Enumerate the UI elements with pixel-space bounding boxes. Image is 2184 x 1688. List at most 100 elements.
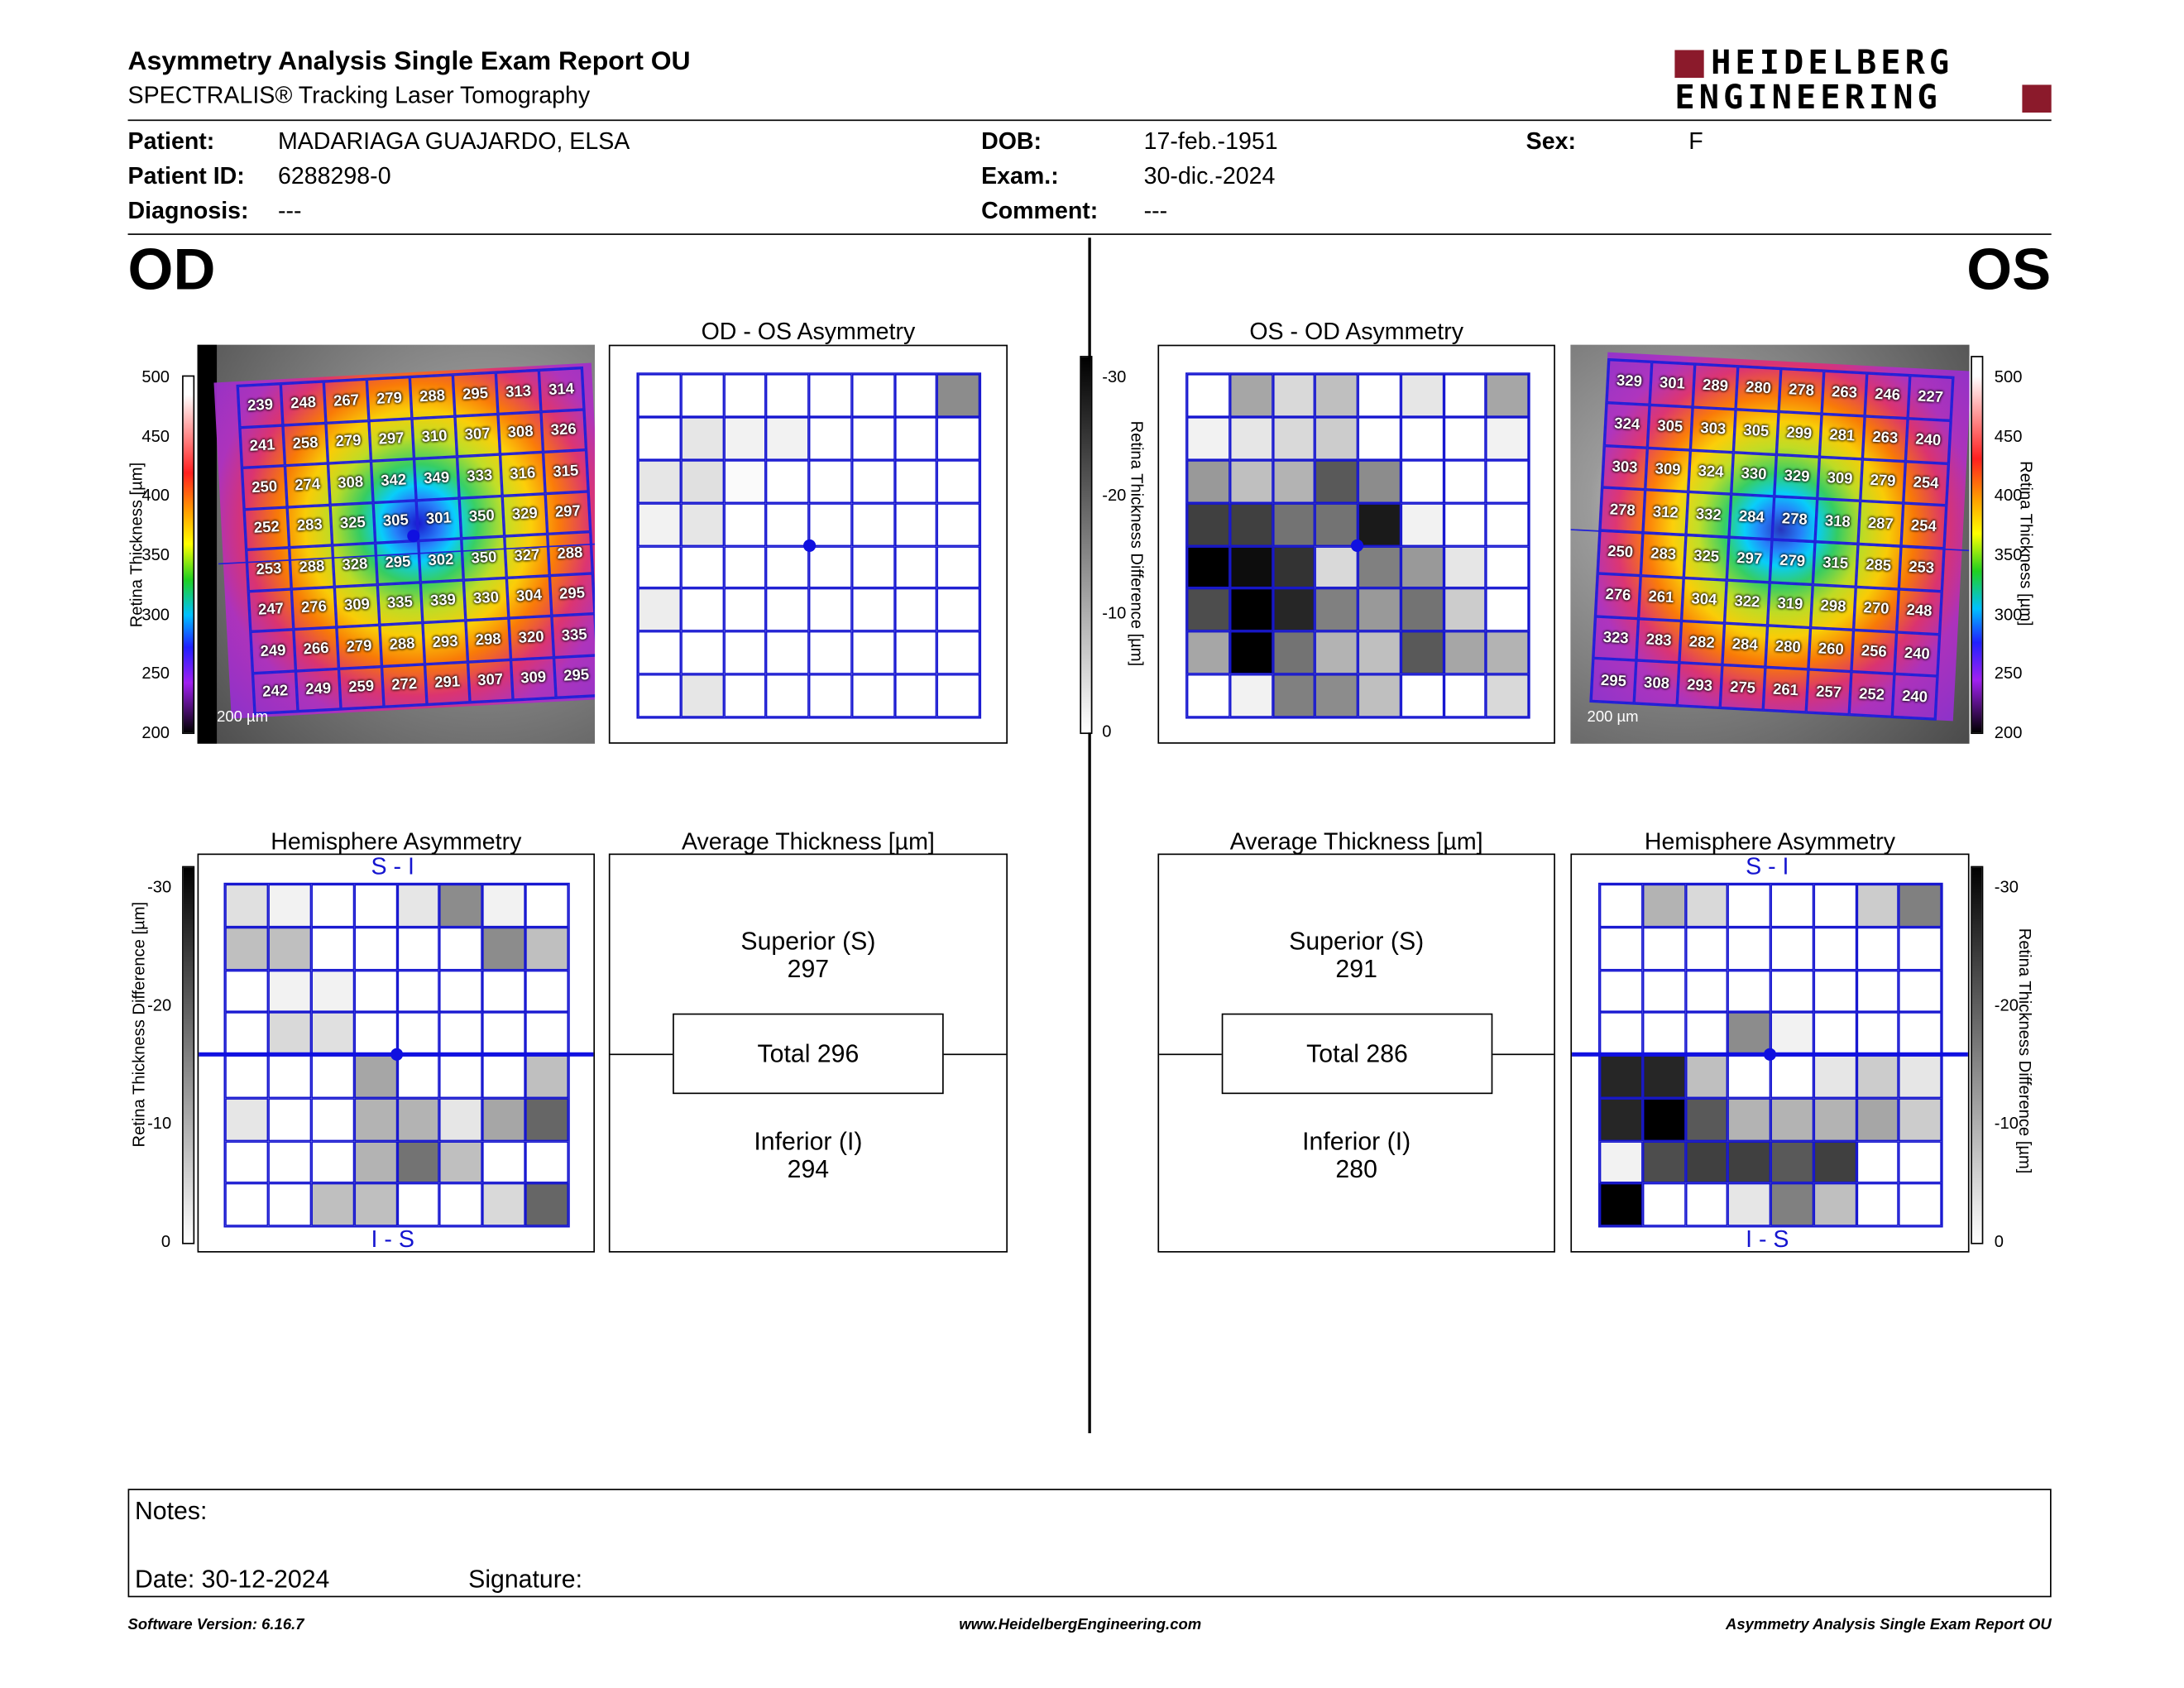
info-divider: [127, 233, 2052, 235]
od-hemi-cell: [353, 884, 397, 928]
os-hemi-cell: [1813, 1012, 1856, 1056]
comment-label: Comment:: [981, 197, 1099, 224]
os-thickness-cell: 257: [1806, 669, 1851, 715]
od-asym-cell: [808, 588, 852, 632]
tick-450: 450: [141, 426, 170, 447]
od-thickness-cell: 279: [366, 376, 412, 420]
os-hemi-title: Hemisphere Asymmetry: [1644, 828, 1896, 856]
od-hemi-cell: [525, 969, 569, 1013]
od-hemi-panel: S - I I - S: [197, 853, 596, 1253]
od-thickness-cell: 350: [461, 536, 507, 580]
os-eye-label: OS: [1966, 236, 2052, 302]
od-hemi-grid: [223, 882, 570, 1228]
od-thickness-cell: 320: [508, 616, 554, 659]
tick-minus30: -30: [147, 877, 172, 897]
tick-450: 450: [1994, 426, 2023, 447]
os-asym-cell: [1186, 502, 1230, 546]
os-asym-cell: [1315, 545, 1358, 589]
os-thickness-cell: 261: [1763, 667, 1808, 712]
os-asym-cell: [1315, 373, 1358, 417]
od-hemi-cell: [225, 884, 269, 928]
os-asym-cell: [1486, 545, 1529, 589]
od-hemi-top-label: S - I: [371, 853, 414, 880]
os-thickness-cell: 323: [1592, 616, 1639, 661]
tick-minus20: -20: [1102, 485, 1127, 505]
report-title: Asymmetry Analysis Single Exam Report OU: [127, 47, 691, 77]
os-hemi-cell: [1856, 927, 1899, 970]
os-thickness-cell: 303: [1690, 406, 1736, 452]
od-thickness-cell: 249: [295, 668, 342, 712]
os-hemi-cell: [1856, 969, 1899, 1013]
od-thickness-cell: 335: [377, 582, 423, 626]
od-asym-cell: [680, 373, 724, 417]
os-thickness-cell: 254: [1903, 460, 1949, 506]
os-asym-cell: [1272, 502, 1315, 546]
footer-report-name: Asymmetry Analysis Single Exam Report OU: [1725, 1616, 2052, 1633]
od-eye-label: OD: [127, 236, 216, 302]
od-hemi-cell: [310, 1183, 354, 1226]
os-avg-panel: Superior (S) 291 Total 286 Inferior (I) …: [1157, 853, 1555, 1253]
tick-minus30: -30: [1102, 367, 1127, 387]
os-hemi-cell: [1899, 884, 1942, 928]
od-thickness-cell: 266: [293, 626, 339, 671]
os-asym-cell: [1315, 631, 1358, 675]
od-thickness-cell: 241: [239, 424, 285, 468]
od-asym-cell: [638, 373, 681, 417]
os-thickness-cell: 295: [1591, 658, 1636, 704]
od-asym-cell: [894, 588, 937, 632]
od-thickness-cell: 248: [280, 381, 326, 425]
od-hemi-cell: [482, 884, 526, 928]
od-asym-cell: [808, 545, 852, 589]
od-hemi-cell: [353, 927, 397, 970]
os-thickness-cell: 252: [1849, 672, 1894, 717]
od-thickness-cell: 297: [545, 491, 591, 535]
os-thickness-cell: 263: [1862, 415, 1909, 461]
od-hemi-cell: [225, 1183, 269, 1226]
os-hemi-cell: [1599, 927, 1643, 970]
tick-350: 350: [141, 544, 170, 565]
os-thickness-cell: 263: [1822, 371, 1867, 416]
os-hemi-cell: [1770, 1097, 1813, 1141]
os-thickness-cell: 297: [1727, 537, 1772, 583]
os-thickness-cell: 281: [1819, 413, 1866, 459]
os-hemi-cell: [1856, 1140, 1899, 1184]
od-asym-cell: [766, 502, 809, 546]
os-hemi-cell: [1684, 927, 1728, 970]
od-asym-cell: [894, 674, 937, 717]
os-diff-colorbar-hemi: [1971, 866, 1984, 1244]
od-thickness-cell: 249: [250, 629, 296, 673]
od-asym-cell: [894, 416, 937, 460]
os-thickness-cell: 293: [1677, 663, 1722, 708]
os-thickness-cell: 309: [1817, 456, 1863, 501]
od-hemi-cell: [525, 1140, 569, 1184]
footer-website-link[interactable]: www.HeidelbergEngineering.com: [959, 1616, 1202, 1633]
os-hemi-cell: [1599, 1140, 1643, 1184]
od-asym-panel: [608, 344, 1008, 744]
os-hemi-cell: [1856, 1097, 1899, 1141]
os-asym-cell: [1229, 502, 1273, 546]
od-thickness-cell: 259: [338, 665, 385, 709]
tick-minus10: -10: [1102, 603, 1127, 623]
od-thickness-cell: 302: [418, 538, 464, 583]
os-hemi-cell: [1770, 1140, 1813, 1184]
od-hemi-cell: [439, 1183, 483, 1226]
od-thickness-cell: 297: [368, 418, 414, 462]
os-hemi-center-marker: [1763, 1048, 1777, 1061]
os-avg-title: Average Thickness [µm]: [1229, 828, 1483, 856]
os-thickness-cell: 283: [1636, 617, 1682, 664]
od-thickness-cell: 250: [242, 465, 288, 509]
od-asym-cell: [766, 545, 809, 589]
od-hemi-cell: [310, 1012, 354, 1056]
os-thickness-cell: 270: [1853, 586, 1899, 632]
od-thickness-cell: 315: [543, 449, 589, 493]
od-diff-colorbar-hemi: [182, 866, 195, 1244]
tick-400: 400: [141, 485, 170, 505]
os-thickness-cell: 256: [1851, 629, 1897, 674]
os-hemi-cell: [1813, 884, 1856, 928]
os-asym-cell: [1186, 545, 1230, 589]
os-asym-cell: [1272, 416, 1315, 460]
od-hemi-cell: [482, 1183, 526, 1226]
od-asym-cell: [680, 545, 724, 589]
os-hemi-cell: [1899, 1183, 1942, 1226]
dob-value: 17-feb.-1951: [1143, 127, 1278, 155]
